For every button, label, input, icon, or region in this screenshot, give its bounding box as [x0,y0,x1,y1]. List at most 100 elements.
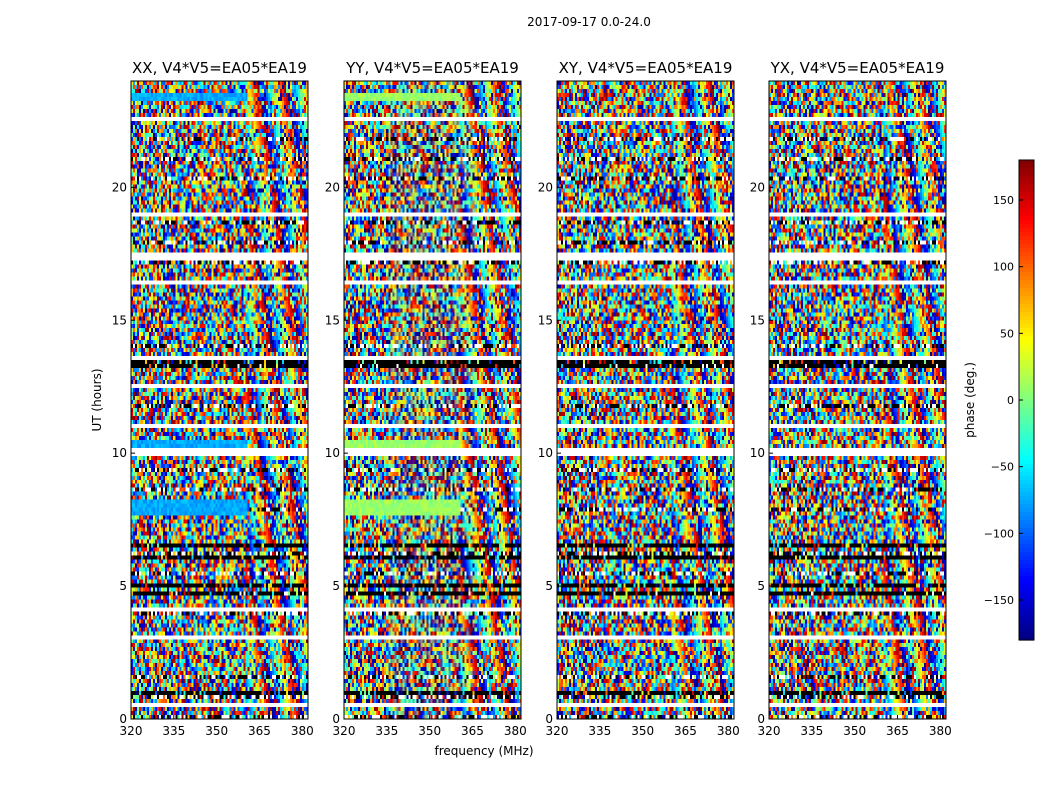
panel-frame-xx [130,80,309,720]
colorbar: −150 −100 −50 0 50 100 150 [984,159,1035,641]
colorbar-segment [1019,292,1034,297]
colorbar-segment [1019,348,1034,353]
y-tick-label: 0 [119,712,127,726]
panel-frame-yy [343,80,522,720]
colorbar-segment [1019,404,1034,409]
colorbar-segment [1019,376,1034,381]
colorbar-segment [1019,544,1034,549]
panel-yy: YY, V4*V5=EA05*EA19 320 335 350 365 380 0 5 10 15… [325,59,527,738]
colorbar-segment [1019,168,1034,173]
colorbar-tick-label: −100 [984,527,1014,540]
colorbar-segment [1019,600,1034,605]
colorbar-segment [1019,220,1034,225]
colorbar-segment [1019,320,1034,325]
colorbar-segment [1019,172,1034,177]
colorbar-segment [1019,316,1034,321]
y-tick-label: 20 [112,180,127,194]
colorbar-tick-label: 100 [993,261,1014,274]
colorbar-segment [1019,256,1034,261]
colorbar-segment [1019,260,1034,265]
colorbar-segment [1019,460,1034,465]
panel-title-yy: YY, V4*V5=EA05*EA19 [345,59,519,77]
colorbar-segment [1019,248,1034,253]
x-tick-label: 320 [333,724,356,738]
colorbar-segment [1019,528,1034,533]
y-tick-label: 5 [757,579,765,593]
colorbar-segment [1019,344,1034,349]
colorbar-segment [1019,588,1034,593]
colorbar-segment [1019,592,1034,597]
colorbar-segment [1019,512,1034,517]
colorbar-segment [1019,340,1034,345]
colorbar-segment [1019,272,1034,277]
colorbar-segment [1019,368,1034,373]
y-tick-label: 15 [325,313,340,327]
colorbar-segment [1019,252,1034,257]
y-tick-label: 10 [538,446,553,460]
x-tick-label: 365 [886,724,909,738]
colorbar-segment [1019,184,1034,189]
panel-title-xy: XY, V4*V5=EA05*EA19 [559,59,733,77]
x-tick-label: 335 [800,724,823,738]
colorbar-tick-label: 150 [993,194,1014,207]
panel-xx: XX, V4*V5=EA05*EA19 320 335 350 365 380 0 5 10 15… [112,59,314,738]
x-tick-label: 380 [504,724,527,738]
colorbar-tick-label: −150 [984,594,1014,607]
x-tick-label: 365 [461,724,484,738]
y-tick-label: 20 [538,180,553,194]
colorbar-segment [1019,312,1034,317]
panel-frame-yx [768,80,947,720]
colorbar-segment [1019,556,1034,561]
colorbar-segment [1019,304,1034,309]
colorbar-segment [1019,364,1034,369]
colorbar-segment [1019,620,1034,625]
colorbar-segment [1019,216,1034,221]
colorbar-segment [1019,572,1034,577]
colorbar-segment [1019,288,1034,293]
x-tick-label: 350 [205,724,228,738]
x-tick-label: 380 [717,724,740,738]
colorbar-segment [1019,468,1034,473]
colorbar-tick-label: −50 [991,461,1014,474]
x-tick-label: 350 [843,724,866,738]
colorbar-segment [1019,396,1034,401]
colorbar-segment [1019,336,1034,341]
panel-title-yx: YX, V4*V5=EA05*EA19 [770,59,945,77]
colorbar-segment [1019,532,1034,537]
colorbar-segment [1019,380,1034,385]
colorbar-segment [1019,604,1034,609]
x-axis-label: frequency (MHz) [434,744,533,758]
colorbar-segment [1019,456,1034,461]
colorbar-segment [1019,416,1034,421]
y-tick-label: 0 [332,712,340,726]
y-tick-label: 5 [545,579,553,593]
colorbar-segment [1019,488,1034,493]
colorbar-segment [1019,308,1034,313]
colorbar-segment [1019,192,1034,197]
y-tick-label: 10 [325,446,340,460]
x-tick-label: 335 [375,724,398,738]
colorbar-segment [1019,400,1034,405]
panels-group: XX, V4*V5=EA05*EA19 320 335 350 365 380 0 5 10 15… [112,59,952,738]
colorbar-segment [1019,436,1034,441]
x-tick-label: 365 [248,724,271,738]
colorbar-segment [1019,424,1034,429]
colorbar-segment [1019,164,1034,169]
colorbar-segment [1019,428,1034,433]
colorbar-segment [1019,568,1034,573]
y-tick-label: 0 [545,712,553,726]
colorbar-segment [1019,636,1034,641]
colorbar-segment [1019,536,1034,541]
colorbar-segment [1019,356,1034,361]
colorbar-segment [1019,236,1034,241]
colorbar-tick-label: 50 [1000,327,1014,340]
colorbar-segment [1019,240,1034,245]
colorbar-tick-label: 0 [1007,394,1014,407]
colorbar-segment [1019,224,1034,229]
colorbar-segment [1019,500,1034,505]
x-tick-label: 380 [929,724,952,738]
y-tick-label: 5 [119,579,127,593]
colorbar-segment [1019,508,1034,513]
colorbar-segment [1019,440,1034,445]
colorbar-segment [1019,208,1034,213]
